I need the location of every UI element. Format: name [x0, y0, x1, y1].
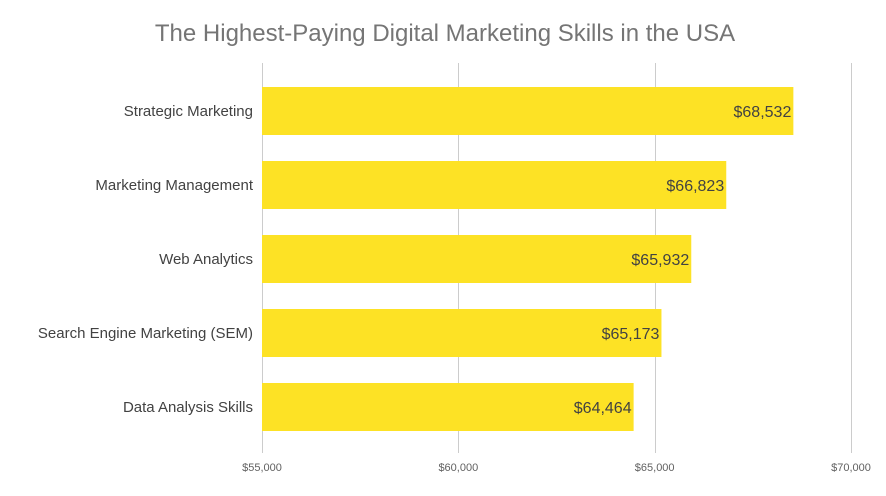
value-label: $65,932	[631, 252, 689, 269]
value-label: $66,823	[666, 178, 724, 195]
category-label: Strategic Marketing	[124, 103, 253, 120]
labels: $55,000 $60,000 $65,000 $70,000 Strategic Ma…	[38, 103, 871, 474]
x-tick-label: $65,000	[635, 462, 675, 474]
chart-title: The Highest-Paying Digital Marketing Ski…	[155, 20, 735, 47]
value-label: $65,173	[602, 326, 660, 343]
category-label: Search Engine Marketing (SEM)	[38, 325, 253, 342]
x-tick-label: $55,000	[242, 462, 282, 474]
bar	[262, 383, 634, 431]
bar	[262, 235, 692, 283]
x-tick-label: $70,000	[831, 462, 871, 474]
value-label: $68,532	[734, 104, 792, 121]
category-label: Web Analytics	[159, 251, 253, 268]
category-label: Marketing Management	[95, 177, 253, 194]
value-label: $64,464	[574, 400, 632, 417]
bar	[262, 87, 794, 135]
bars	[262, 87, 794, 431]
bar	[262, 309, 662, 357]
category-label: Data Analysis Skills	[123, 399, 253, 416]
x-tick-label: $60,000	[438, 462, 478, 474]
bar	[262, 161, 727, 209]
